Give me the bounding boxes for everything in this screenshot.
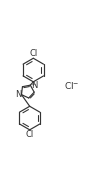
Text: N: N (31, 81, 37, 90)
Text: Cl: Cl (29, 49, 37, 58)
Text: Cl: Cl (26, 130, 34, 139)
Text: Cl$^{-}$: Cl$^{-}$ (64, 80, 79, 91)
Text: +: + (30, 82, 35, 87)
Text: N: N (15, 90, 21, 99)
